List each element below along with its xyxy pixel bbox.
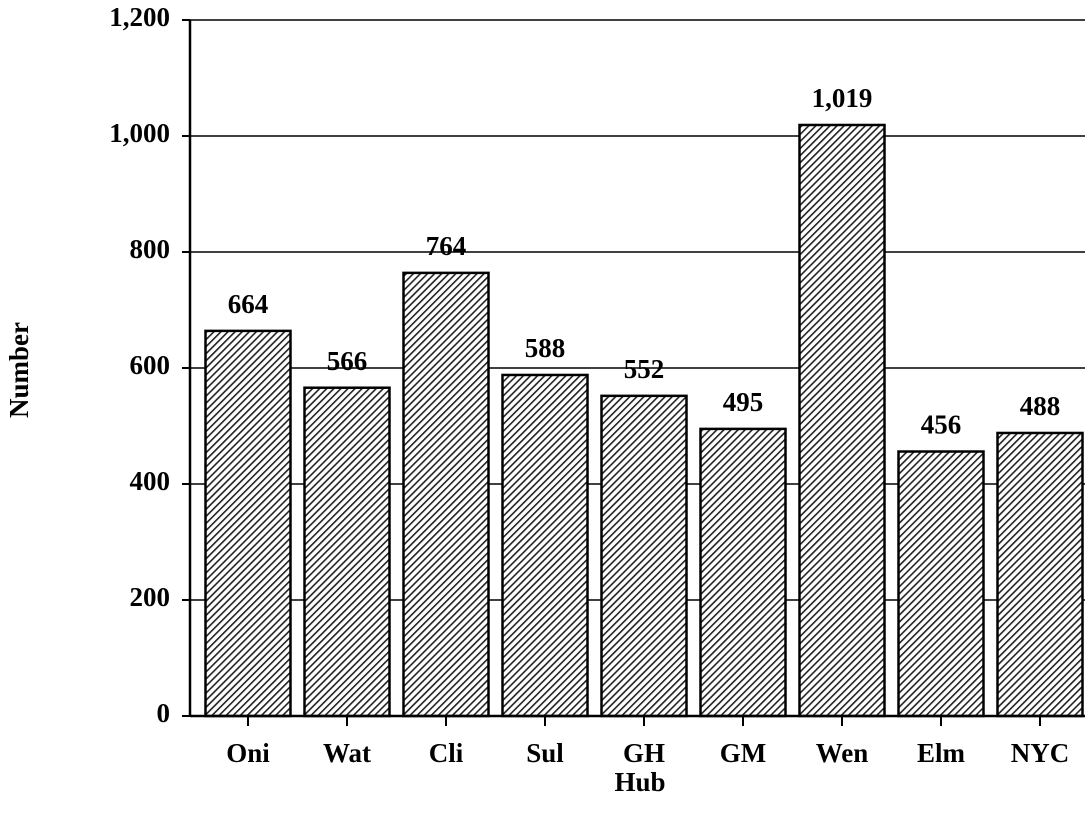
bar [798,123,886,718]
x-tick-label: NYC [1011,738,1070,768]
bar [402,271,490,718]
data-label: 552 [624,354,665,384]
y-tick-label: 800 [130,234,171,264]
y-tick-label: 400 [130,466,171,496]
x-tick-label: GH [623,738,665,768]
x-tick-label: Wat [323,738,371,768]
bar [897,450,985,718]
x-tick-label: Cli [429,738,464,768]
y-tick-label: 1,000 [109,118,170,148]
x-tick-label: Elm [917,738,966,768]
y-tick-label: 200 [130,582,171,612]
data-label: 495 [723,387,764,417]
x-tick-label: Wen [816,738,869,768]
bar [600,394,688,718]
data-label: 566 [327,346,368,376]
bar [699,427,787,718]
bar [303,386,391,718]
y-axis-label: Number [4,322,34,418]
data-label: 456 [921,410,962,440]
bar [501,373,589,718]
data-label: 664 [228,289,269,319]
data-label: 488 [1020,391,1061,421]
x-tick-label: GM [720,738,767,768]
y-tick-label: 0 [157,698,171,728]
x-axis-label: Hub [614,767,665,797]
y-tick-label: 600 [130,350,171,380]
data-label: 764 [426,231,467,261]
data-label: 1,019 [812,83,873,113]
bar [996,431,1084,718]
y-tick-label: 1,200 [109,2,170,32]
x-tick-label: Oni [226,738,270,768]
bar [204,329,292,718]
x-tick-label: Sul [526,738,564,768]
data-label: 588 [525,333,566,363]
